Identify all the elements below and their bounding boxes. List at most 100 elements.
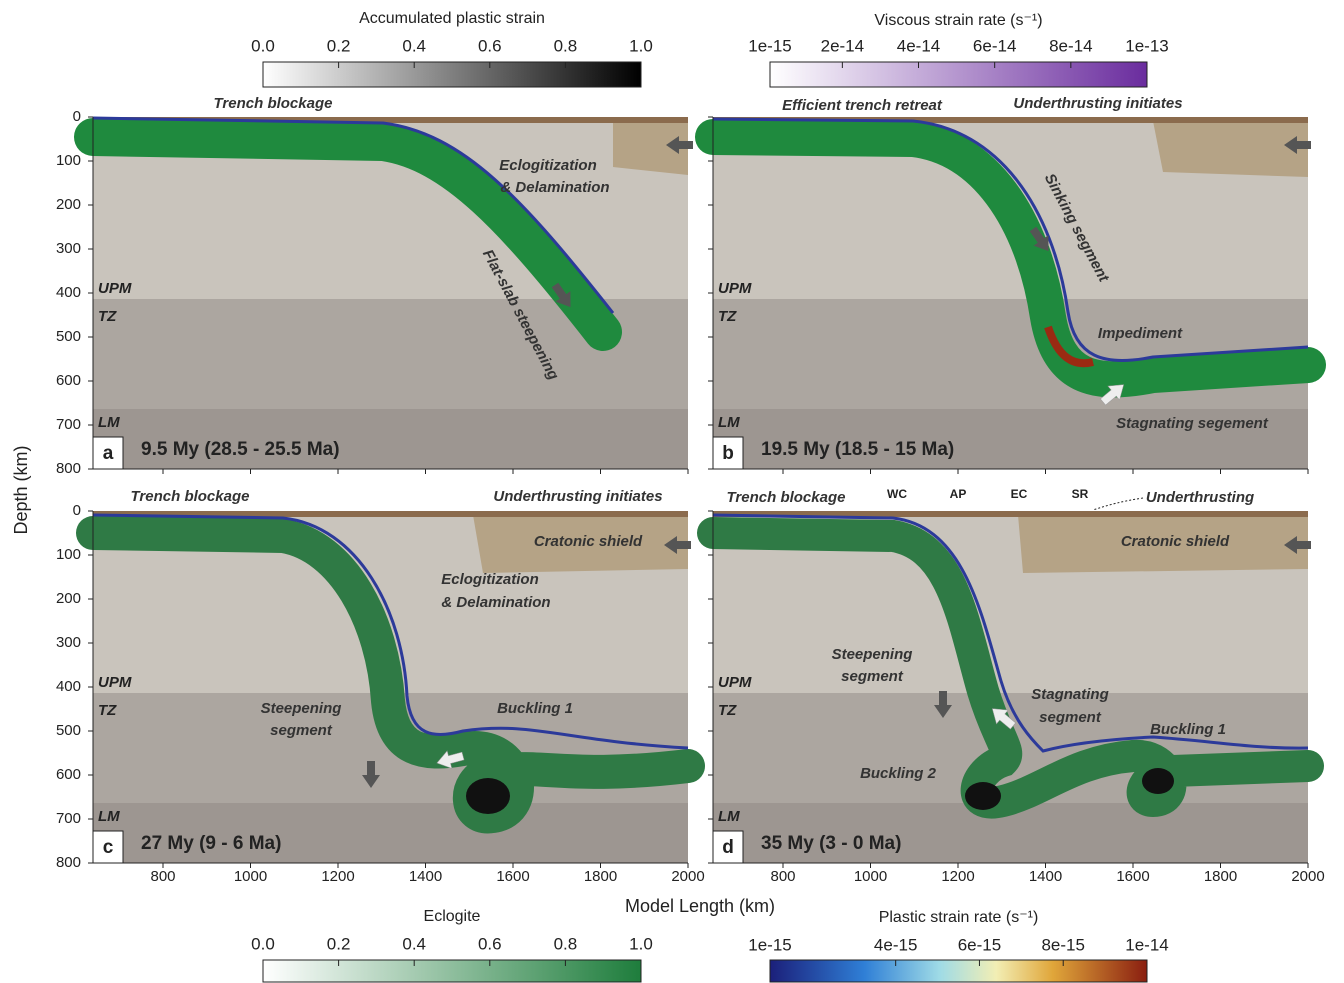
y-tick-label: 600 xyxy=(56,766,81,783)
colorbar-tick-label: 1e-13 xyxy=(1125,36,1168,55)
colorbar-tick-label: 2e-14 xyxy=(821,36,864,55)
y-tick-label: 600 xyxy=(56,372,81,389)
colorbar-tick-label: 0.8 xyxy=(554,36,578,55)
annotation: Efficient trench retreat xyxy=(782,97,943,114)
annotation: Underthrusting initiates xyxy=(1013,95,1182,112)
annotation: Trench blockage xyxy=(131,488,250,505)
layer-label: TZ xyxy=(98,702,117,719)
panel-d: Trench blockage WC AP EC SR Underthrusti… xyxy=(708,487,1325,885)
annotation: Trench blockage xyxy=(214,95,333,112)
panel-a: Trench blockage Eclogitization & Delamin… xyxy=(56,95,693,477)
x-tick-label: 1600 xyxy=(496,868,529,885)
colorbar-title: Plastic strain rate (s⁻¹) xyxy=(879,909,1039,926)
annotation: Steepening xyxy=(261,700,342,717)
x-tick-label: 1200 xyxy=(941,868,974,885)
layer-label: TZ xyxy=(98,308,117,325)
y-tick-label: 800 xyxy=(56,854,81,871)
annotation: Trench blockage xyxy=(727,489,846,506)
annotation: Buckling 1 xyxy=(497,700,573,717)
layer-label: LM xyxy=(718,808,740,825)
y-tick-label: 0 xyxy=(73,108,81,125)
location-label: WC xyxy=(887,487,907,501)
colorbar xyxy=(263,62,641,87)
annotation: & Delamination xyxy=(500,179,609,196)
y-tick-label: 100 xyxy=(56,152,81,169)
layer-label: TZ xyxy=(718,702,737,719)
annotation: Steepening xyxy=(832,646,913,663)
x-tick-label: 1200 xyxy=(321,868,354,885)
layer-label: TZ xyxy=(718,308,737,325)
annotation: Buckling 1 xyxy=(1150,721,1226,738)
panel-time: 19.5 My (18.5 - 15 Ma) xyxy=(761,439,954,460)
colorbar-title: Accumulated plastic strain xyxy=(359,10,545,27)
y-tick-label: 700 xyxy=(56,810,81,827)
panel-time: 27 My (9 - 6 Ma) xyxy=(141,833,281,854)
colorbar-tick-label: 0.6 xyxy=(478,934,502,953)
colorbar-tick-label: 1.0 xyxy=(629,36,653,55)
panel-letter: c xyxy=(103,837,114,858)
location-label: SR xyxy=(1072,487,1089,501)
x-tick-label: 2000 xyxy=(1291,868,1324,885)
colorbar-tick-label: 0.4 xyxy=(402,36,426,55)
colorbar-tick-label: 0.2 xyxy=(327,36,351,55)
colorbar-tick-label: 1e-15 xyxy=(748,36,791,55)
colorbar-tick-label: 0.0 xyxy=(251,934,275,953)
annotation: Cratonic shield xyxy=(1121,533,1230,550)
layer-label: LM xyxy=(98,414,120,431)
colorbar xyxy=(770,62,1147,87)
colorbar-title: Viscous strain rate (s⁻¹) xyxy=(874,12,1042,29)
annotation: Stagnating segement xyxy=(1116,415,1269,432)
y-tick-label: 0 xyxy=(73,502,81,519)
y-tick-label: 400 xyxy=(56,284,81,301)
y-tick-label: 700 xyxy=(56,416,81,433)
colorbar-tick-label: 6e-14 xyxy=(973,36,1016,55)
x-tick-label: 2000 xyxy=(671,868,704,885)
layer-label: UPM xyxy=(98,280,132,297)
annotation: Buckling 2 xyxy=(860,765,937,782)
colorbar-tick-label: 0.4 xyxy=(402,934,426,953)
panel-letter: d xyxy=(722,837,734,858)
colorbar-tick-label: 0.6 xyxy=(478,36,502,55)
x-tick-label: 1000 xyxy=(234,868,267,885)
x-tick-label: 1800 xyxy=(1204,868,1237,885)
annotation: Impediment xyxy=(1098,325,1183,342)
colorbar xyxy=(770,960,1147,982)
annotation: & Delamination xyxy=(441,594,550,611)
location-label: EC xyxy=(1011,487,1028,501)
colorbar-tick-label: 8e-14 xyxy=(1049,36,1092,55)
panel-time: 35 My (3 - 0 Ma) xyxy=(761,833,901,854)
x-tick-label: 1400 xyxy=(1029,868,1062,885)
x-tick-label: 800 xyxy=(770,868,795,885)
layer-label: UPM xyxy=(718,280,752,297)
colorbar-tick-label: 1e-14 xyxy=(1125,935,1168,954)
x-tick-label: 1800 xyxy=(584,868,617,885)
y-tick-label: 300 xyxy=(56,634,81,651)
x-tick-label: 1600 xyxy=(1116,868,1149,885)
y-tick-label: 800 xyxy=(56,460,81,477)
colorbar-tick-label: 1.0 xyxy=(629,934,653,953)
y-tick-label: 500 xyxy=(56,328,81,345)
y-tick-label: 400 xyxy=(56,678,81,695)
colorbar-tick-label: 0.0 xyxy=(251,36,275,55)
layer-label: LM xyxy=(718,414,740,431)
panel-letter: a xyxy=(103,443,114,464)
panel-b: Efficient trench retreat Underthrusting … xyxy=(708,95,1311,474)
layer-label: UPM xyxy=(98,674,132,691)
annotation: Stagnating xyxy=(1031,686,1109,703)
colorbar-tick-label: 6e-15 xyxy=(958,935,1001,954)
panel-time: 9.5 My (28.5 - 25.5 Ma) xyxy=(141,439,340,460)
colorbar-tick-label: 0.8 xyxy=(554,934,578,953)
x-axis-label: Model Length (km) xyxy=(625,896,775,916)
annotation: segment xyxy=(841,668,904,685)
location-label: AP xyxy=(950,487,967,501)
y-axis-label: Depth (km) xyxy=(11,445,31,534)
y-tick-label: 100 xyxy=(56,546,81,563)
y-tick-label: 300 xyxy=(56,240,81,257)
annotation: Underthrusting xyxy=(1146,489,1254,506)
annotation: segment xyxy=(1039,709,1102,726)
annotation: Eclogitization xyxy=(441,571,539,588)
colorbar xyxy=(263,960,641,982)
annotation: Cratonic shield xyxy=(534,533,643,550)
annotation: Underthrusting initiates xyxy=(493,488,662,505)
figure: Depth (km) Model Length (km) Trench bloc… xyxy=(0,0,1344,983)
